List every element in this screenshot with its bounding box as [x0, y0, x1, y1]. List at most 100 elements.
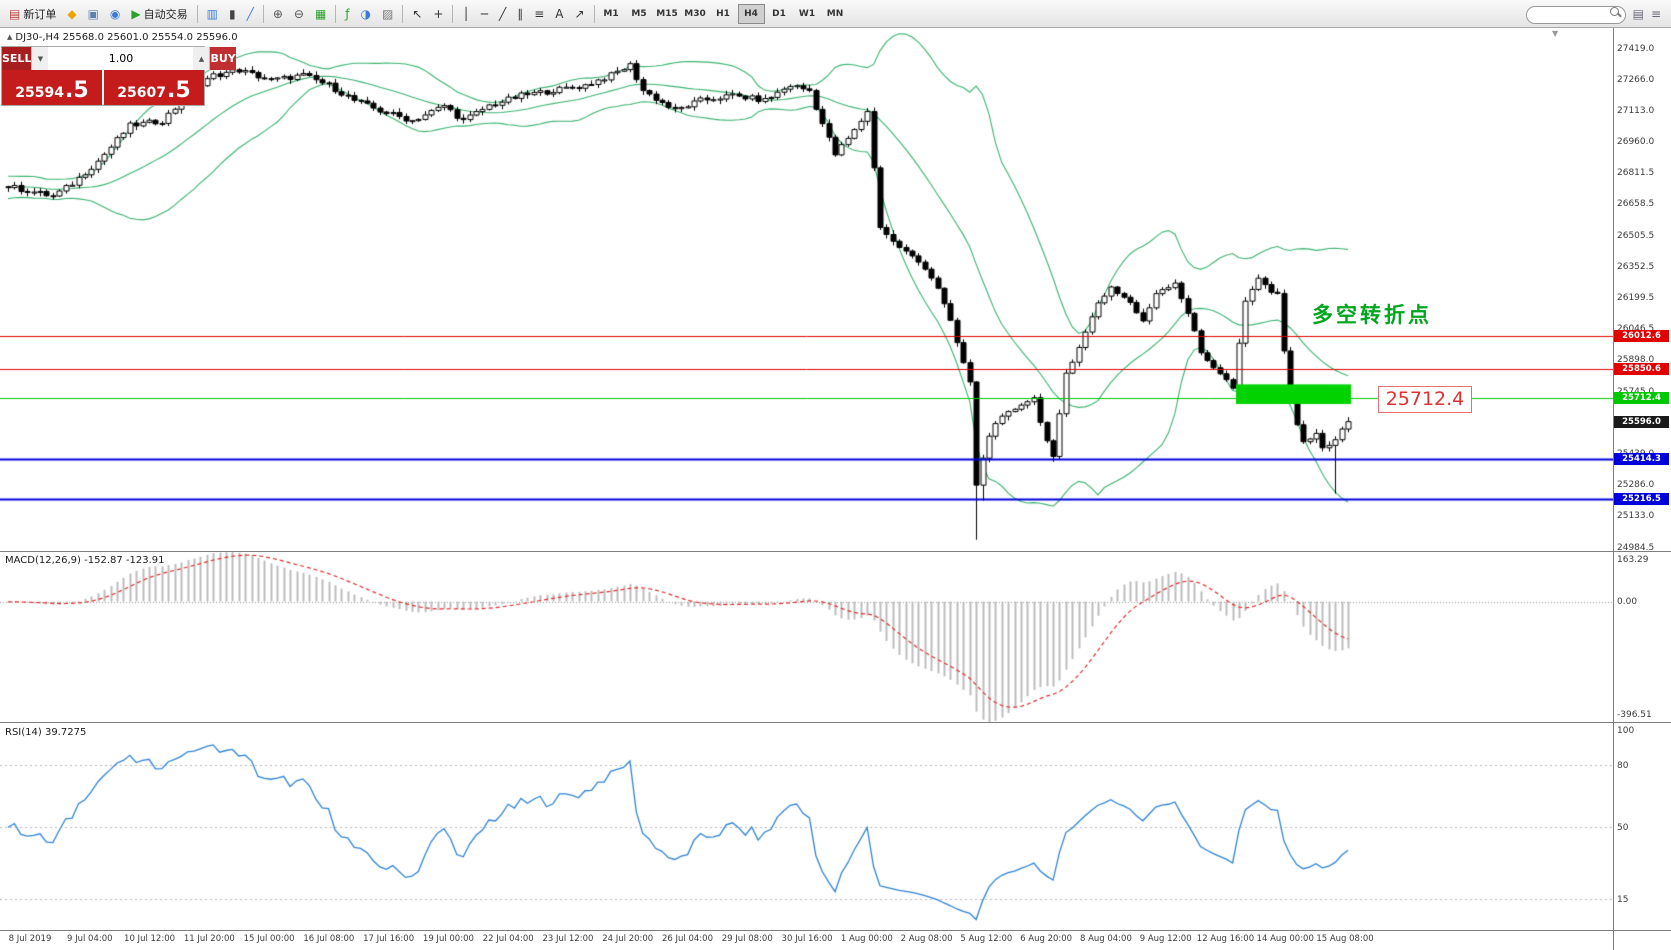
horizontal-line-icon: ─: [480, 6, 488, 21]
time-axis-label: 6 Aug 20:00: [1020, 934, 1073, 944]
timeframe-toolbar: M1 M5 M15 M30 H1 H4 D1 W1 MN: [598, 3, 849, 24]
toolbar-right-group: ▤ ≡: [1525, 3, 1667, 25]
panel-separator[interactable]: [0, 551, 1671, 552]
fibonacci-button[interactable]: ≡: [529, 3, 549, 25]
time-axis-label: 24 Jul 20:00: [602, 934, 654, 944]
text-icon: A: [555, 6, 564, 21]
time-axis-label: 12 Aug 16:00: [1196, 934, 1255, 944]
timeframe-button-m1[interactable]: M1: [598, 4, 625, 24]
chart-shift-marker: ▼: [1552, 29, 1559, 38]
indicators-icon: ƒ: [345, 6, 350, 21]
horizontal-line-button[interactable]: ─: [476, 3, 493, 25]
line-chart-button[interactable]: ╱: [242, 3, 259, 25]
sell-price[interactable]: 25594 .5: [2, 70, 102, 105]
channel-button[interactable]: ∥: [512, 3, 528, 25]
panel-separator[interactable]: [0, 722, 1671, 723]
time-axis-label: 29 Jul 08:00: [721, 934, 773, 944]
timeframe-button-mn[interactable]: MN: [822, 4, 849, 24]
zoom-out-icon: ⊖: [293, 6, 304, 21]
search-input[interactable]: [1525, 6, 1626, 25]
price-line-tag: 25596.0: [1614, 415, 1669, 428]
crosshair-icon: +: [433, 6, 444, 21]
rsi-axis-tick: 80: [1617, 761, 1629, 772]
rsi-panel-canvas[interactable]: [0, 724, 1613, 930]
toolbar-separator: [452, 4, 454, 23]
panel-separator[interactable]: [0, 930, 1671, 931]
timeframe-button-m15[interactable]: M15: [654, 4, 681, 24]
chart-window-icon-icon: ▣: [87, 6, 99, 21]
price-callout-label[interactable]: 25712.4: [1378, 386, 1472, 413]
mql5-community-icon-icon: ◆: [67, 6, 77, 21]
time-axis-label: 23 Jul 12:00: [542, 934, 594, 944]
sell-price-main: 25594: [15, 84, 65, 101]
chart-ohlc-header: ▲ DJ30-,H4 25568.0 25601.0 25554.0 25596.…: [7, 32, 238, 43]
vertical-line-button[interactable]: │: [457, 3, 474, 25]
cursor-icon: ↖: [412, 6, 423, 21]
menu-icon[interactable]: ≡: [1650, 6, 1661, 21]
autotrade-button[interactable]: ▶ 自动交易: [126, 3, 192, 25]
price-axis-tick: 26658.5: [1617, 199, 1655, 210]
buy-price[interactable]: 25607 .5: [104, 70, 204, 105]
volume-increase-button[interactable]: ▲: [193, 47, 210, 70]
price-axis-tick: 26199.5: [1617, 293, 1655, 304]
arrows-button[interactable]: ↗: [569, 3, 589, 25]
text-button[interactable]: A: [550, 3, 568, 25]
time-axis-label: 9 Aug 12:00: [1139, 934, 1192, 944]
new-order-icon: ▤: [9, 6, 21, 21]
data-window-icon[interactable]: ◉: [105, 3, 125, 25]
macd-panel-canvas[interactable]: [0, 552, 1613, 722]
time-axis-label: 15 Aug 08:00: [1316, 934, 1374, 944]
bar-chart-button[interactable]: ▥: [202, 3, 223, 25]
trendline-button[interactable]: ╱: [494, 3, 511, 25]
sell-button[interactable]: SELL: [2, 47, 32, 70]
timeframe-button-d1[interactable]: D1: [766, 4, 793, 24]
new-order-button[interactable]: ▤ 新订单: [4, 3, 61, 25]
buy-button[interactable]: BUY: [210, 47, 236, 70]
timeframe-button-h4[interactable]: H4: [737, 3, 765, 24]
search-icon: [1609, 6, 1621, 18]
timeframe-button-w1[interactable]: W1: [794, 4, 821, 24]
symbol-marker-icon: ▲: [7, 33, 13, 41]
mql5-community-icon[interactable]: ◆: [62, 3, 81, 25]
time-axis-label: 19 Jul 00:00: [422, 934, 474, 944]
buy-price-main: 25607: [117, 84, 167, 101]
time-axis-label: 8 Aug 04:00: [1079, 934, 1132, 944]
trade-panel-price-row: 25594 .5 25607 .5: [2, 70, 204, 105]
time-axis-label: 14 Aug 00:00: [1256, 934, 1314, 944]
price-axis-tick: 26046.5: [1617, 324, 1655, 335]
time-axis-label: 22 Jul 04:00: [482, 934, 534, 944]
volume-decrease-button[interactable]: ▼: [32, 47, 49, 70]
price-axis-tick: 24984.5: [1617, 542, 1655, 553]
macd-axis-tick: 163.29: [1617, 555, 1649, 565]
time-axis-label: 16 Jul 08:00: [303, 934, 355, 944]
periods-icon: ◑: [360, 6, 372, 21]
timeframe-button-h1[interactable]: H1: [710, 4, 737, 24]
chart-annotation-text[interactable]: 多空转折点: [1312, 303, 1432, 327]
main-toolbar: ▤ 新订单 ◆ ▣ ◉ ▶ 自动交易 ▥ ▮ ╱ ⊕ ⊖ ▦ ƒ ◑ ▨ ↖ + │ ─ ╱ ∥ ≡ A ↗ M1 M5 M15 M3…: [0, 0, 1671, 28]
templates-button[interactable]: ▨: [377, 3, 398, 25]
crosshair-button[interactable]: +: [428, 3, 448, 25]
price-axis-tick: 25286.0: [1617, 480, 1655, 491]
tile-windows-icon: ▦: [314, 6, 327, 21]
cursor-button[interactable]: ↖: [407, 3, 427, 25]
main-chart-canvas[interactable]: [0, 28, 1613, 552]
buy-price-frac: .5: [167, 78, 191, 104]
zoom-in-button[interactable]: ⊕: [268, 3, 288, 25]
price-axis-border: [1613, 28, 1614, 950]
zoom-out-button[interactable]: ⊖: [289, 3, 309, 25]
indicators-button[interactable]: ƒ: [340, 3, 354, 25]
time-axis-label: 2 Aug 08:00: [900, 934, 953, 944]
candlestick-chart-button[interactable]: ▮: [224, 3, 241, 25]
tile-windows-button[interactable]: ▦: [310, 3, 331, 25]
timeframe-button-m5[interactable]: M5: [626, 4, 653, 24]
volume-input[interactable]: [48, 47, 194, 70]
layout-icon[interactable]: ▤: [1632, 6, 1644, 21]
arrows-icon: ↗: [574, 6, 585, 21]
macd-indicator-label: MACD(12,26,9) -152.87 -123.91: [5, 555, 165, 566]
chart-window-icon[interactable]: ▣: [83, 3, 104, 25]
data-window-icon-icon: ◉: [109, 6, 121, 21]
rsi-axis-tick: 100: [1617, 726, 1635, 736]
periods-button[interactable]: ◑: [356, 3, 376, 25]
timeframe-button-m30[interactable]: M30: [682, 4, 709, 24]
price-axis-tick: 26960.0: [1617, 137, 1655, 148]
